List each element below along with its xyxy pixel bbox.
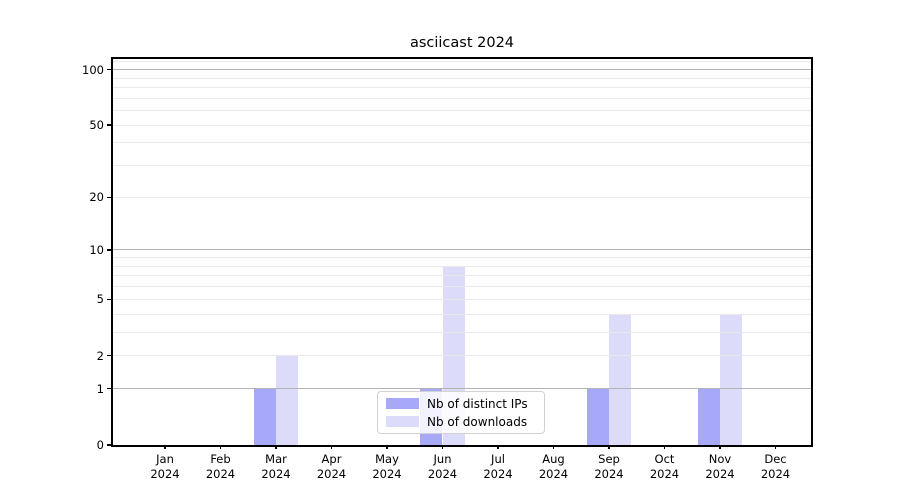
gridline-minor [113, 355, 811, 357]
gridline-minor [113, 298, 811, 300]
x-tick-nov [719, 445, 721, 449]
legend: Nb of distinct IPs Nb of downloads [377, 391, 545, 434]
gridline-minor [113, 165, 811, 167]
x-tick-label-nov: Nov 2024 [705, 452, 735, 481]
gridline-minor [113, 87, 811, 89]
plot-area [111, 57, 813, 447]
x-tick-jul [497, 445, 499, 449]
x-tick-jan [164, 445, 166, 449]
x-tick-may [386, 445, 388, 449]
gridline-minor [113, 124, 811, 126]
x-tick-label-jan: Jan 2024 [150, 452, 180, 481]
bar-distinct-ips-nov [697, 388, 720, 445]
gridline-major [113, 69, 811, 71]
x-tick-dec [774, 445, 777, 449]
gridline-minor [113, 265, 811, 267]
y-tick-1 [107, 387, 113, 390]
gridline-minor [113, 110, 811, 112]
bar-downloads-mar [276, 355, 299, 445]
x-tick-label-jul: Jul 2024 [483, 452, 513, 481]
legend-swatch-distinct-ips [386, 398, 419, 409]
gridline-minor [113, 142, 811, 144]
y-tick-label-5: 5 [96, 292, 104, 307]
gridline-major [113, 388, 811, 390]
legend-item-downloads: Nb of downloads [386, 415, 544, 429]
y-tick-50 [107, 124, 113, 126]
x-tick-apr [330, 445, 333, 449]
x-tick-label-apr: Apr 2024 [316, 452, 347, 481]
x-tick-label-sep: Sep 2024 [594, 452, 624, 481]
x-tick-label-oct: Oct 2024 [649, 452, 680, 481]
x-tick-jun [441, 445, 444, 449]
y-tick-10 [107, 249, 113, 251]
x-tick-oct [663, 445, 666, 449]
y-tick-label-2: 2 [96, 348, 104, 363]
legend-label-downloads: Nb of downloads [427, 414, 528, 429]
bar-distinct-ips-sep [586, 388, 609, 445]
x-tick-label-jun: Jun 2024 [427, 452, 458, 481]
bar-distinct-ips-mar [253, 388, 276, 445]
gridline-minor [113, 77, 811, 79]
x-tick-aug [552, 445, 555, 449]
y-tick-label-1: 1 [96, 381, 104, 396]
legend-item-distinct-ips: Nb of distinct IPs [386, 397, 544, 411]
gridline-minor [113, 257, 811, 259]
y-tick-label-10: 10 [89, 242, 104, 257]
gridline-minor [113, 331, 811, 333]
x-tick-label-dec: Dec 2024 [760, 452, 791, 481]
gridline-minor [113, 97, 811, 99]
gridline-minor [113, 275, 811, 277]
x-tick-mar [275, 445, 277, 449]
gridline-minor [113, 286, 811, 288]
bar-downloads-sep [609, 314, 632, 445]
chart-title: asciicast 2024 [409, 35, 515, 51]
y-tick-label-100: 100 [82, 62, 104, 77]
legend-swatch-downloads [386, 416, 419, 427]
bar-downloads-nov [720, 314, 743, 445]
y-tick-100 [107, 68, 113, 71]
gridline-minor [113, 313, 811, 315]
x-tick-label-may: May 2024 [372, 452, 402, 481]
legend-label-distinct-ips: Nb of distinct IPs [427, 396, 528, 411]
y-tick-label-50: 50 [89, 118, 104, 133]
y-tick-label-20: 20 [89, 190, 104, 205]
y-tick-label-0: 0 [96, 438, 104, 452]
x-tick-sep [608, 445, 610, 449]
y-tick-5 [107, 298, 113, 300]
y-tick-20 [107, 196, 113, 199]
y-tick-2 [107, 354, 113, 357]
x-tick-label-feb: Feb 2024 [205, 452, 236, 481]
x-tick-label-mar: Mar 2024 [261, 452, 291, 481]
y-tick-0 [107, 444, 113, 446]
gridline-minor [113, 61, 811, 63]
x-tick-feb [219, 445, 222, 449]
x-tick-label-aug: Aug 2024 [538, 452, 569, 481]
gridline-major [113, 249, 811, 251]
gridline-minor [113, 196, 811, 198]
